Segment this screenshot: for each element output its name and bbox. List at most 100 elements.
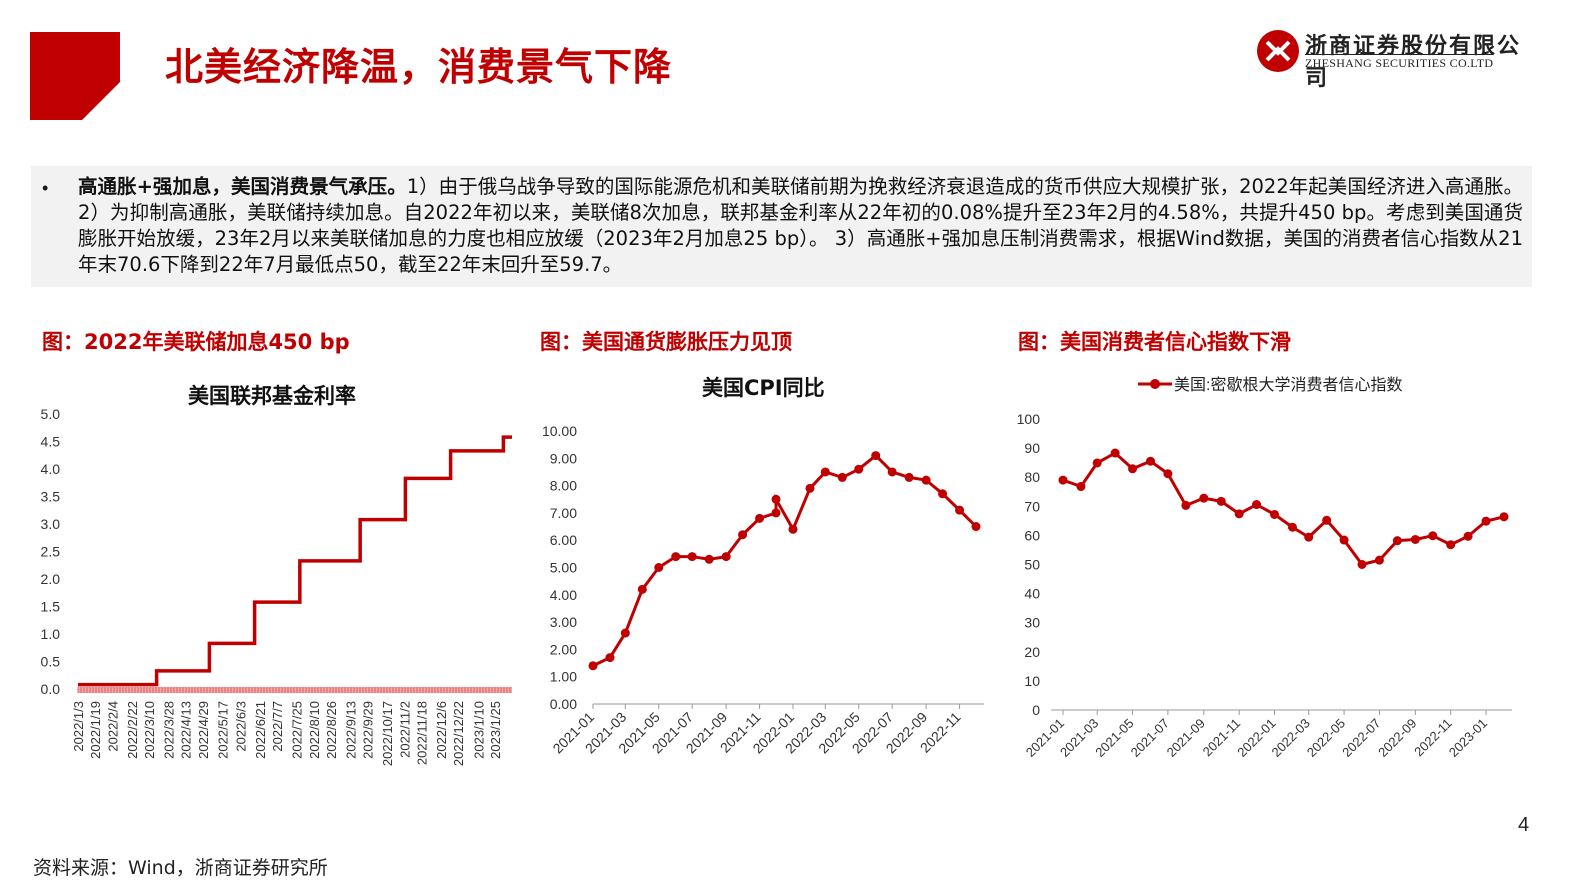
confidence-data-point xyxy=(1357,560,1367,569)
confidence-data-point xyxy=(1163,469,1173,479)
x-tick-label: 2022/12/22 xyxy=(451,701,466,766)
summary-body: 1）由于俄乌战争导致的国际能源危机和美联储前期为挽救经济衰退造成的货币供应大规模… xyxy=(78,175,1523,276)
figure-caption-cpi: 图：美国通货膨胀压力见顶 xyxy=(540,330,792,354)
y-tick-label: 5.0 xyxy=(41,406,61,422)
y-tick-label: 0.5 xyxy=(41,654,61,670)
figure-caption-fed-rate: 图：2022年美联储加息450 bp xyxy=(42,330,350,354)
x-tick-label: 2022/10/17 xyxy=(380,701,395,766)
cpi-data-point xyxy=(887,467,897,477)
cpi-data-point xyxy=(938,489,948,499)
x-tick-label: 2022/9/13 xyxy=(343,701,358,759)
legend-label: 美国:密歇根大学消费者信心指数 xyxy=(1174,376,1402,394)
y-tick-label: 3.5 xyxy=(41,489,61,505)
confidence-data-point xyxy=(1110,448,1120,458)
x-tick-label: 2022/12/6 xyxy=(434,701,449,759)
x-tick-label: 2023-01 xyxy=(1446,716,1490,760)
y-tick-label: 1.00 xyxy=(550,669,577,685)
y-tick-label: 4.00 xyxy=(550,587,577,603)
y-tick-label: 0 xyxy=(1032,702,1040,718)
cpi-data-point xyxy=(771,494,781,504)
confidence-data-point xyxy=(1252,500,1262,510)
cpi-data-point xyxy=(755,513,765,523)
confidence-data-point xyxy=(1481,516,1491,526)
y-tick-label: 0.0 xyxy=(41,681,61,697)
confidence-data-point xyxy=(1392,536,1402,546)
x-tick-label: 2022/7/25 xyxy=(290,701,305,759)
x-tick-label: 2021-09 xyxy=(1164,716,1208,760)
confidence-data-point xyxy=(1410,534,1420,544)
confidence-data-point xyxy=(1076,482,1086,492)
cpi-data-point xyxy=(971,522,981,532)
y-tick-label: 30 xyxy=(1024,615,1040,631)
y-tick-label: 3.0 xyxy=(41,516,61,532)
x-axis-band xyxy=(78,687,512,693)
x-tick-label: 2022/7/7 xyxy=(270,701,285,752)
y-tick-label: 5.00 xyxy=(550,560,577,576)
summary-paragraph: 高通胀+强加息，美国消费景气承压。1）由于俄乌战争导致的国际能源危机和美联储前期… xyxy=(78,174,1523,278)
confidence-data-point xyxy=(1339,535,1349,545)
y-tick-label: 90 xyxy=(1024,440,1040,456)
fed-rate-series-line xyxy=(78,435,512,687)
x-tick-label: 2022/11/2 xyxy=(397,701,412,758)
x-tick-label: 2021-07 xyxy=(1128,716,1172,760)
x-tick-label: 2022/8/26 xyxy=(324,701,339,759)
y-tick-label: 9.00 xyxy=(550,450,577,466)
y-tick-label: 0.00 xyxy=(550,696,577,712)
confidence-data-point xyxy=(1428,531,1438,541)
confidence-data-point xyxy=(1270,509,1280,519)
figure-caption-confidence: 图：美国消费者信心指数下滑 xyxy=(1018,330,1291,354)
confidence-data-point xyxy=(1181,500,1191,510)
confidence-data-point xyxy=(1304,532,1314,542)
cpi-data-point xyxy=(738,530,748,540)
confidence-data-point xyxy=(1446,540,1456,550)
cpi-data-point xyxy=(687,552,697,562)
x-tick-label: 2021-03 xyxy=(1057,716,1101,760)
cpi-data-point xyxy=(837,472,847,482)
cpi-data-point xyxy=(771,508,781,518)
x-tick-label: 2022/3/10 xyxy=(142,701,157,759)
y-tick-label: 60 xyxy=(1024,527,1040,543)
confidence-data-point xyxy=(1463,531,1473,541)
y-tick-label: 3.00 xyxy=(550,614,577,630)
x-tick-label: 2022/5/17 xyxy=(215,701,230,759)
cpi-data-point xyxy=(637,584,647,594)
x-tick-label: 2022/3/28 xyxy=(161,701,176,759)
x-tick-label: 2022/4/13 xyxy=(179,701,194,759)
y-tick-label: 6.00 xyxy=(550,532,577,548)
confidence-data-point xyxy=(1058,475,1068,485)
summary-box xyxy=(31,166,1532,287)
y-tick-label: 1.0 xyxy=(41,626,61,642)
chart-us-cpi: 0.00 1.00 2.00 3.00 4.00 5.00 6.00 7.00 8.00 9.00… xyxy=(542,423,984,756)
x-tick-label: 2022-09 xyxy=(1375,716,1419,760)
y-tick-label: 10 xyxy=(1024,673,1040,689)
y-tick-label: 2.0 xyxy=(41,571,61,587)
y-tick-label: 80 xyxy=(1024,469,1040,485)
legend-marker xyxy=(1150,379,1160,389)
y-tick-label: 4.5 xyxy=(41,434,61,450)
confidence-data-point xyxy=(1128,464,1138,474)
cpi-data-point xyxy=(854,464,864,474)
corner-decoration xyxy=(30,32,120,120)
x-tick-label: 2022/6/3 xyxy=(234,701,249,752)
summary-lead: 高通胀+强加息，美国消费景气承压。 xyxy=(78,175,407,198)
y-tick-label: 20 xyxy=(1024,644,1040,660)
x-tick-label: 2022/11/18 xyxy=(415,701,430,765)
y-tick-label: 40 xyxy=(1024,586,1040,602)
y-tick-label: 70 xyxy=(1024,498,1040,514)
x-tick-label: 2022/6/21 xyxy=(253,701,268,759)
cpi-data-point xyxy=(788,524,798,534)
cpi-data-point xyxy=(805,483,815,493)
y-tick-label: 50 xyxy=(1024,557,1040,573)
chart-consumer-confidence: 美国:密歇根大学消费者信心指数 0 10 20 30 40 50 60 70 80 90 100 202… xyxy=(1017,376,1512,760)
cpi-data-point xyxy=(955,505,965,515)
page-title: 北美经济降温，消费景气下降 xyxy=(165,45,673,89)
confidence-data-point xyxy=(1146,456,1156,466)
y-tick-label: 10.00 xyxy=(542,423,577,439)
y-tick-label: 2.5 xyxy=(41,544,61,560)
cpi-data-point xyxy=(820,467,830,477)
cpi-data-point xyxy=(921,475,931,485)
confidence-data-point xyxy=(1322,515,1332,525)
y-tick-label: 2.00 xyxy=(550,641,577,657)
x-tick-label: 2022-03 xyxy=(1268,716,1312,760)
x-tick-label: 2022/1/19 xyxy=(88,701,103,759)
